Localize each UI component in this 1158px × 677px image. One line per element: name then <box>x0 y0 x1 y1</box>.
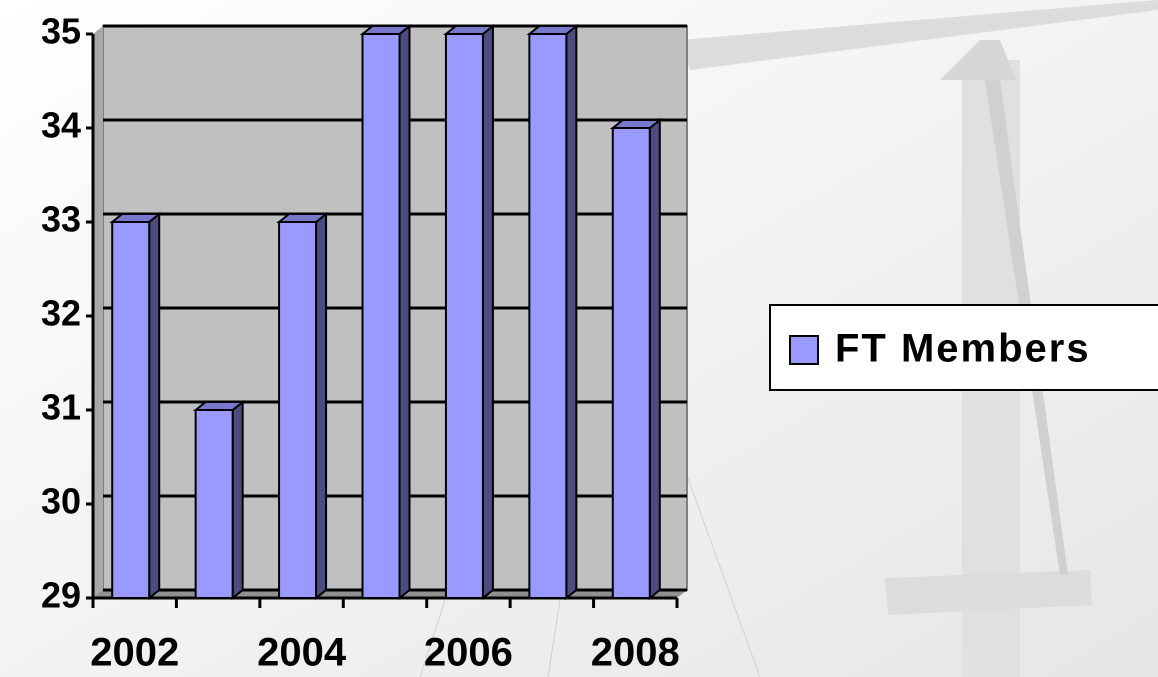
legend: FT Members <box>770 305 1158 390</box>
x-tick-label: 2006 <box>424 631 513 675</box>
bar <box>613 128 650 598</box>
bar-top <box>196 402 243 410</box>
bar-top <box>529 26 576 34</box>
bar <box>112 222 149 598</box>
bar-top <box>613 120 660 128</box>
bar-side <box>400 26 410 598</box>
y-tick-label: 29 <box>41 575 81 616</box>
legend-label: FT Members <box>835 327 1091 371</box>
y-tick-label: 30 <box>41 481 81 522</box>
bar <box>363 34 400 598</box>
y-tick-label: 35 <box>41 11 81 52</box>
bar-top <box>279 214 326 222</box>
y-tick-label: 32 <box>41 293 81 334</box>
bar <box>196 410 233 598</box>
bar-top <box>363 26 410 34</box>
bar-side <box>316 214 326 598</box>
bar <box>529 34 566 598</box>
bar <box>279 222 316 598</box>
bar-side <box>650 120 660 598</box>
x-tick-label: 2002 <box>90 631 179 675</box>
bar-top <box>112 214 159 222</box>
x-tick-label: 2008 <box>591 631 680 675</box>
bar <box>446 34 483 598</box>
y-tick-label: 31 <box>41 387 81 428</box>
y-tick-label: 33 <box>41 199 81 240</box>
page: 29 30 31 32 33 34 35 2002 2004 2006 2008 FT Member… <box>0 0 1158 677</box>
y-tick-label: 34 <box>41 105 81 146</box>
bar-side <box>566 26 576 598</box>
legend-swatch <box>790 336 818 364</box>
bar-side <box>483 26 493 598</box>
bar-side <box>149 214 159 598</box>
bar-top <box>446 26 493 34</box>
plot-area: 29 30 31 32 33 34 35 2002 2004 2006 2008 <box>41 11 687 675</box>
chart: 29 30 31 32 33 34 35 2002 2004 2006 2008 FT Member… <box>0 0 1158 677</box>
x-tick-label: 2004 <box>257 631 347 675</box>
bar-side <box>233 402 243 598</box>
